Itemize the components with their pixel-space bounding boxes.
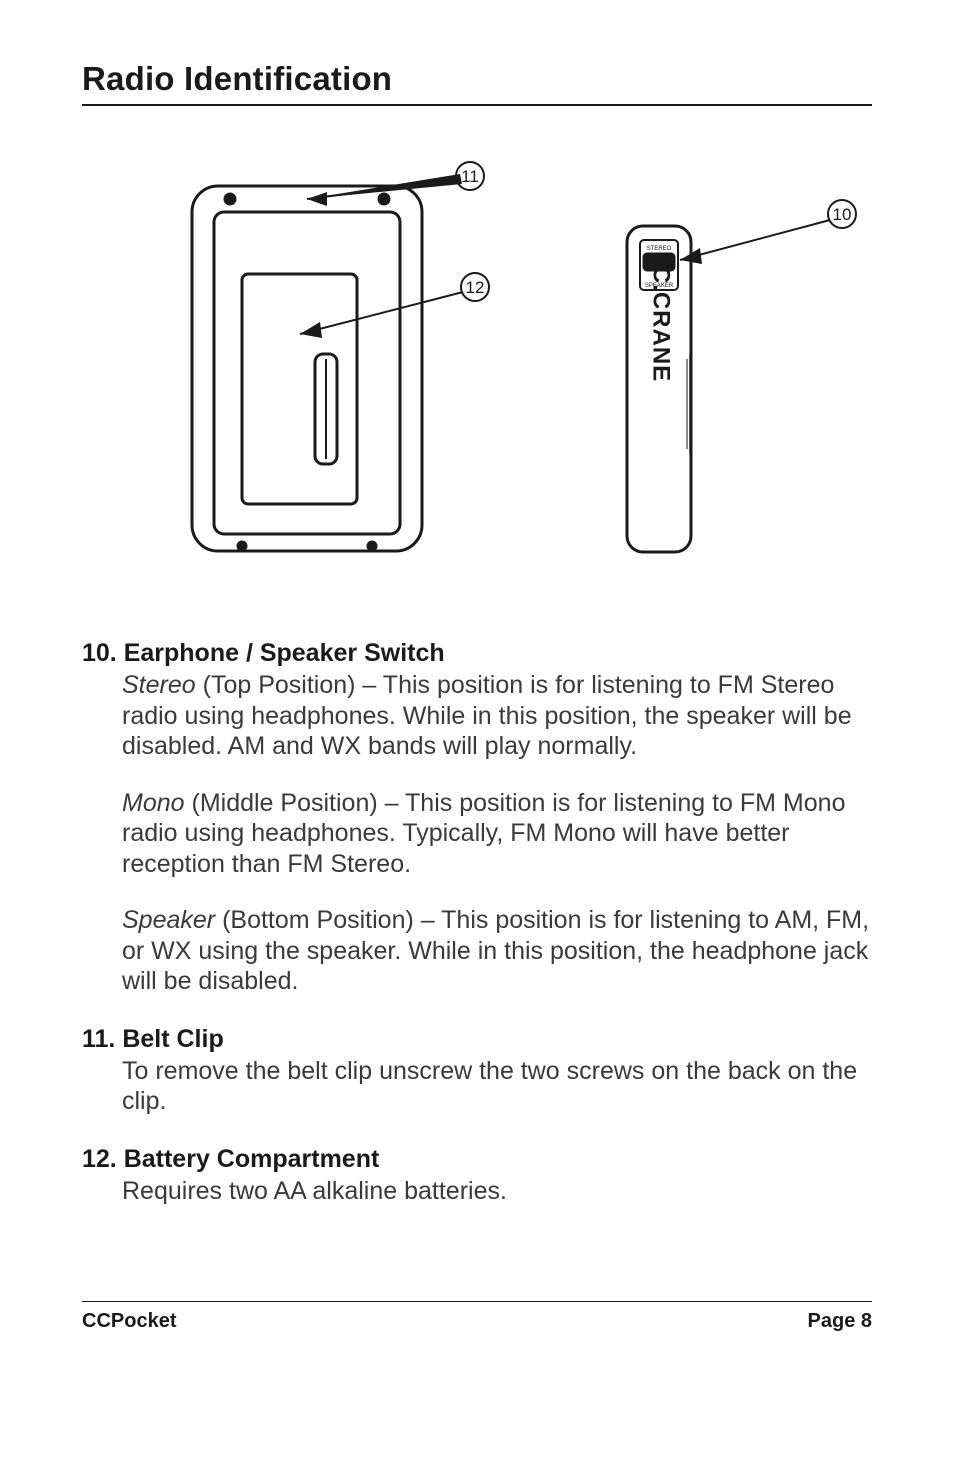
footer: CCPocket Page 8 xyxy=(82,1301,872,1333)
footer-right: Page 8 xyxy=(808,1310,872,1333)
item-11-heading: 11. Belt Clip xyxy=(82,1025,872,1054)
svg-text:10: 10 xyxy=(833,205,852,224)
item-10-speaker: Speaker (Bottom Position) – This positio… xyxy=(82,905,872,997)
item-12: 12. Battery Compartment Requires two AA … xyxy=(82,1145,872,1207)
speaker-text: (Bottom Position) – This position is for… xyxy=(122,906,869,995)
item-10-heading: 10. Earphone / Speaker Switch xyxy=(82,639,872,668)
mono-text: (Middle Position) – This position is for… xyxy=(122,789,845,878)
item-11-text: To remove the belt clip unscrew the two … xyxy=(82,1056,872,1117)
page: Radio Identification xyxy=(0,0,954,1373)
item-11: 11. Belt Clip To remove the belt clip un… xyxy=(82,1025,872,1117)
mono-label: Mono xyxy=(122,789,185,817)
item-10-stereo: Stereo (Top Position) – This position is… xyxy=(82,670,872,762)
footer-left: CCPocket xyxy=(82,1310,176,1333)
stereo-text: (Top Position) – This position is for li… xyxy=(122,671,852,760)
item-10-mono: Mono (Middle Position) – This position i… xyxy=(82,788,872,880)
stereo-label: Stereo xyxy=(122,671,196,699)
svg-text:12: 12 xyxy=(466,278,485,297)
switch-label-top: STEREO xyxy=(647,246,672,252)
radio-diagram: STEREO SPEAKER C.CRANE 11 12 xyxy=(82,154,872,584)
speaker-label: Speaker xyxy=(122,906,215,934)
item-10: 10. Earphone / Speaker Switch Stereo (To… xyxy=(82,639,872,997)
svg-text:11: 11 xyxy=(461,167,479,186)
item-12-heading: 12. Battery Compartment xyxy=(82,1145,872,1174)
callout-10: 10 xyxy=(680,200,856,264)
brand-logo: C.CRANE xyxy=(648,266,675,382)
section-title: Radio Identification xyxy=(82,60,872,106)
figure-area: STEREO SPEAKER C.CRANE 11 12 xyxy=(82,154,872,584)
item-12-text: Requires two AA alkaline batteries. xyxy=(82,1176,872,1207)
